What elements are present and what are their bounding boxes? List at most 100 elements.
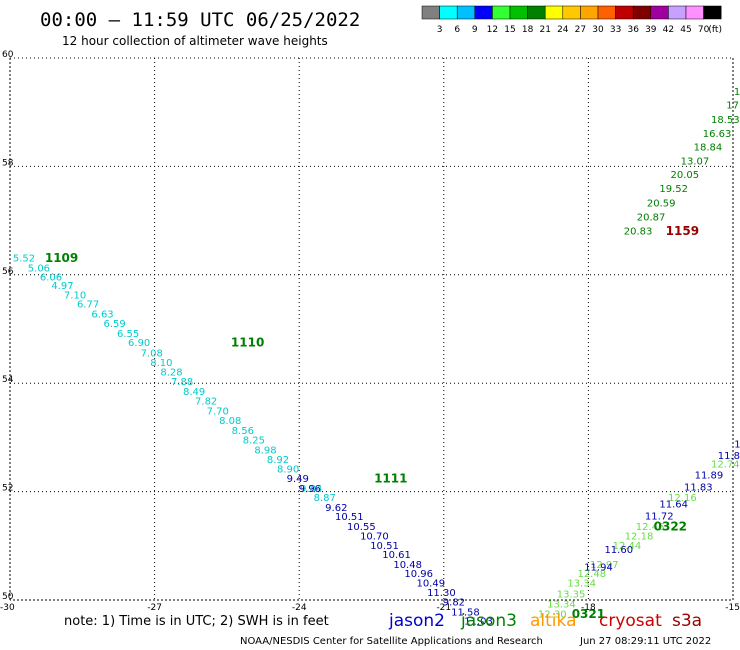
colorbar-swatch xyxy=(509,5,528,20)
swh-value: 9.84 xyxy=(300,484,322,495)
time-label: 1110 xyxy=(231,336,264,350)
credit-left: NOAA/NESDIS Center for Satellite Applica… xyxy=(240,636,543,647)
swh-value: 10.55 xyxy=(347,522,376,533)
swh-value: 9.96 xyxy=(299,484,321,495)
colorbar-swatch xyxy=(474,5,493,20)
swh-value: 19.52 xyxy=(659,184,688,195)
swh-value: 5.52 xyxy=(13,254,35,265)
swh-value: 12.30 xyxy=(538,610,567,621)
swh-value: 20.87 xyxy=(637,212,666,223)
colorbar-label: 27 xyxy=(575,25,586,35)
swh-value: 12.16 xyxy=(668,493,697,504)
legend-s3a: s3a xyxy=(672,611,702,631)
data-points: 5.525.066.064.977.106.776.636.596.556.90… xyxy=(13,87,740,628)
colorbar-label: 45 xyxy=(680,25,691,35)
swh-value: 6.06 xyxy=(40,273,62,284)
colorbar-swatch xyxy=(597,5,616,20)
colorbar-swatch xyxy=(650,5,669,20)
swh-value: 20.59 xyxy=(647,198,676,209)
legend-jason3: jason3 xyxy=(460,611,517,631)
colorbar-swatch xyxy=(632,5,652,20)
swh-value: 11.85 xyxy=(718,451,740,462)
swh-value: 12.97 xyxy=(590,560,619,571)
colorbar-swatch xyxy=(562,5,581,20)
colorbar-label: 42 xyxy=(663,25,674,35)
y-tick-label: 56 xyxy=(2,267,14,277)
swh-value: 12.48 xyxy=(577,569,606,580)
swh-value: 11.72 xyxy=(645,512,674,523)
colorbar-swatch xyxy=(492,5,511,20)
time-label: 1109 xyxy=(45,251,78,265)
swh-value: 8.08 xyxy=(219,416,241,427)
x-tick-label: -15 xyxy=(725,603,740,613)
colorbar-label: 36 xyxy=(627,25,639,35)
swh-value: 10.51 xyxy=(370,541,399,552)
colorbar-label: 24 xyxy=(557,25,569,35)
legend-altika: altika xyxy=(530,611,577,631)
colorbar-label: (ft) xyxy=(708,25,722,35)
swh-value: 11.58 xyxy=(451,607,480,618)
swh-value: 11.89 xyxy=(695,470,724,481)
swh-value: 12.44 xyxy=(613,541,642,552)
colorbar-swatch xyxy=(544,5,564,20)
x-tick-label: -21 xyxy=(436,603,451,613)
legend-cryosat: cryosat xyxy=(599,611,662,631)
colorbar-swatch xyxy=(456,5,476,20)
swh-value: 10.48 xyxy=(393,560,422,571)
colorbar-label: 12 xyxy=(487,25,498,35)
satellite-legend: jason2 jason3 altika cryosat s3a xyxy=(388,611,702,631)
swh-value: 11. xyxy=(734,439,740,450)
swh-value: 8.25 xyxy=(243,436,265,447)
colorbar-swatch xyxy=(615,5,634,20)
swh-value: 8.49 xyxy=(183,387,205,398)
time-label: 1111 xyxy=(374,472,407,486)
time-label: 0321 xyxy=(572,607,605,621)
swh-value: 18.8 xyxy=(734,87,740,98)
chart-title: 00:00 – 11:59 UTC 06/25/2022 xyxy=(40,9,360,31)
swh-value: 6.90 xyxy=(128,338,150,349)
swh-value: 6.59 xyxy=(103,319,125,330)
swh-value: 12.18 xyxy=(625,532,654,543)
colorbar-label: 39 xyxy=(645,25,657,35)
colorbar-swatch xyxy=(421,5,440,20)
swh-value: 13.34 xyxy=(567,579,596,590)
swh-value: 9.62 xyxy=(325,503,347,514)
swh-value: 11.60 xyxy=(604,545,633,556)
swh-value: 10.51 xyxy=(335,512,364,523)
colorbar-label: 70 xyxy=(698,25,710,35)
swh-value: 5.06 xyxy=(28,263,50,274)
colorbar-label: 30 xyxy=(592,25,604,35)
y-tick-label: 58 xyxy=(2,158,14,168)
swh-value: 9.82 xyxy=(443,598,465,609)
colorbar-label: 15 xyxy=(504,25,515,35)
swh-value: 7.10 xyxy=(64,290,86,301)
swh-value: 6.55 xyxy=(117,329,139,340)
swh-value: 10.70 xyxy=(360,532,389,543)
colorbar-swatch xyxy=(703,5,722,20)
y-tick-label: 52 xyxy=(2,484,13,494)
chart-subtitle: 12 hour collection of altimeter wave hei… xyxy=(62,34,328,48)
swh-value: 8.98 xyxy=(254,445,276,456)
swh-value: 7.70 xyxy=(207,406,229,417)
colorbar-swatch xyxy=(527,5,546,20)
swh-value: 16.63 xyxy=(703,129,732,140)
swh-value: 7.82 xyxy=(195,397,217,408)
swh-value: 10.49 xyxy=(416,579,445,590)
swh-value: 11.83 xyxy=(684,482,713,493)
swh-value: 7.08 xyxy=(141,348,163,359)
colorbar-label: 18 xyxy=(522,25,534,35)
y-tick-label: 60 xyxy=(2,50,14,60)
colorbar-label: 33 xyxy=(610,25,621,35)
swh-value: 13.34 xyxy=(547,599,576,610)
swh-value: 11.64 xyxy=(659,500,688,511)
y-axis-ticks: 50 52 54 56 58 60 xyxy=(2,50,14,602)
legend-jason2: jason2 xyxy=(388,611,445,631)
x-tick-label: -24 xyxy=(292,603,307,613)
x-tick-label: -30 xyxy=(0,603,15,613)
swh-value: 7.88 xyxy=(171,377,193,388)
swh-value: 20.83 xyxy=(624,226,653,237)
swh-value: 20.05 xyxy=(670,170,699,181)
swh-value: 6.63 xyxy=(91,309,113,320)
swh-value: 11.03 xyxy=(464,617,493,628)
